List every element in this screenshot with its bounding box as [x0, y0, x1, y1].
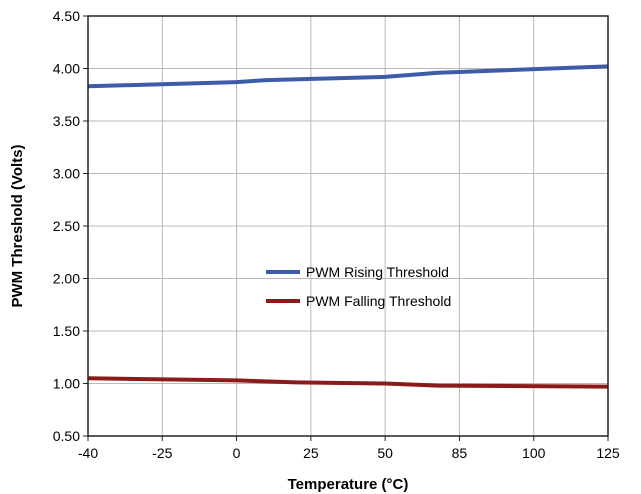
y-tick-label: 2.50 [53, 218, 80, 234]
x-tick-label: 85 [452, 445, 468, 461]
x-tick-label: 100 [522, 445, 546, 461]
series-lines [87, 64, 609, 389]
y-tick-label: 2.00 [53, 271, 80, 287]
series-line [87, 376, 609, 389]
legend-label: PWM Rising Threshold [306, 264, 449, 280]
y-tick-label: 4.50 [53, 8, 80, 24]
x-axis-title: Temperature (°C) [288, 476, 409, 493]
x-tick-labels: -40 -25 0 25 50 85 100 125 [78, 436, 620, 461]
x-tick-label: 125 [596, 445, 620, 461]
x-tick-label: 50 [377, 445, 393, 461]
y-tick-label: 0.50 [53, 428, 80, 444]
y-tick-label: 3.50 [53, 113, 80, 129]
y-tick-label: 3.00 [53, 166, 80, 182]
y-tick-labels: 0.50 1.00 1.50 2.00 2.50 3.00 3.50 4.00 4.50 [53, 8, 88, 444]
x-tick-label: -40 [78, 445, 98, 461]
y-tick-label: 4.00 [53, 61, 80, 77]
legend-label: PWM Falling Threshold [306, 293, 451, 309]
legend: PWM Rising Threshold PWM Falling Threshol… [266, 264, 451, 309]
x-tick-label: 0 [233, 445, 241, 461]
x-tick-label: 25 [303, 445, 319, 461]
y-tick-label: 1.50 [53, 323, 80, 339]
series-line [87, 64, 609, 89]
y-axis-title: PWM Threshold (Volts) [9, 144, 26, 307]
x-tick-label: -25 [152, 445, 172, 461]
y-tick-label: 1.00 [53, 376, 80, 392]
